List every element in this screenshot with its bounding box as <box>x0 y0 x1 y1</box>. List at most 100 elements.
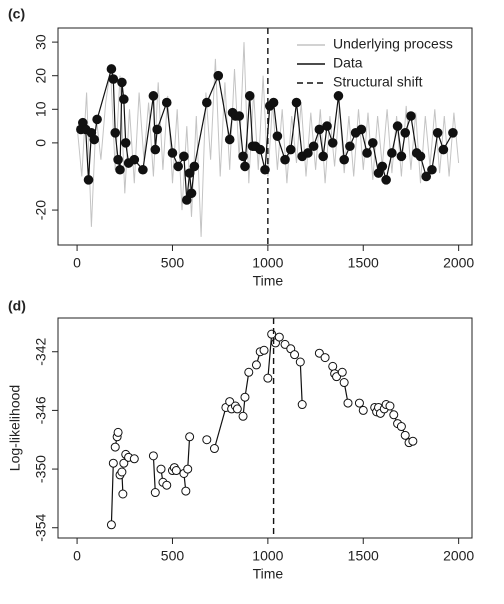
panel-label: (c) <box>8 6 25 22</box>
data-point <box>438 144 449 155</box>
y-tick-label: -350 <box>33 455 49 483</box>
x-tick-label: 500 <box>161 548 185 564</box>
data-point <box>377 161 388 172</box>
data-point <box>224 134 235 145</box>
data-point <box>106 64 117 74</box>
data-point <box>345 141 355 152</box>
y-tick-label: 20 <box>33 68 49 84</box>
series-line <box>76 42 460 237</box>
data-point <box>202 97 212 108</box>
data-point <box>244 91 255 101</box>
data-point <box>290 350 300 360</box>
data-point <box>83 175 94 185</box>
x-tick-label: 1000 <box>252 255 283 271</box>
data-point <box>150 144 161 155</box>
data-point <box>367 138 378 148</box>
data-point <box>184 168 195 178</box>
y-tick-label: 30 <box>33 34 49 50</box>
data-point <box>396 151 407 162</box>
x-tick-label: 0 <box>73 548 81 564</box>
data-point <box>328 361 338 371</box>
data-point <box>295 357 305 367</box>
y-tick-label: 0 <box>33 139 49 147</box>
data-point <box>333 91 344 101</box>
data-point <box>339 378 349 388</box>
data-point <box>308 141 319 152</box>
x-tick-label: 0 <box>73 255 81 271</box>
data-point <box>113 154 123 165</box>
data-point <box>358 405 368 415</box>
y-tick-label: -354 <box>33 514 49 542</box>
data-point <box>240 161 250 172</box>
data-point <box>119 94 129 105</box>
plot-frame <box>57 27 473 246</box>
data-point <box>318 151 328 162</box>
x-tick-label: 2000 <box>443 255 474 271</box>
data-point <box>354 398 364 408</box>
data-point <box>396 422 406 432</box>
data-point <box>280 154 290 165</box>
data-point <box>400 430 410 440</box>
panel-label: (d) <box>8 298 26 314</box>
data-point <box>387 148 397 158</box>
data-point <box>173 161 183 172</box>
data-point <box>408 436 418 446</box>
data-point <box>251 360 261 370</box>
data-point <box>268 97 279 108</box>
data-point <box>108 74 119 84</box>
data-point <box>272 131 283 141</box>
y-tick-label: 10 <box>33 101 49 117</box>
legend-label: Data <box>333 55 363 71</box>
x-tick-label: 1000 <box>252 548 283 564</box>
data-point <box>238 151 248 162</box>
data-point <box>415 151 426 162</box>
data-point <box>148 91 159 101</box>
x-tick-label: 2000 <box>443 548 474 564</box>
data-point <box>150 488 160 498</box>
data-point <box>303 148 313 158</box>
data-point <box>89 134 100 145</box>
data-point <box>337 367 347 377</box>
data-point <box>291 97 302 108</box>
data-point <box>213 70 224 81</box>
data-point <box>244 367 254 377</box>
x-axis-title: Time <box>253 273 284 289</box>
x-tick-label: 1500 <box>348 548 379 564</box>
data-point <box>392 121 403 131</box>
data-point <box>406 111 416 121</box>
data-point <box>240 392 250 402</box>
data-point <box>183 464 193 474</box>
data-point <box>362 148 372 158</box>
data-point <box>267 329 277 339</box>
x-tick-label: 1500 <box>348 255 379 271</box>
data-point <box>171 466 181 476</box>
data-point <box>110 442 120 452</box>
plot-frame <box>57 317 473 539</box>
x-axis-title: Time <box>253 566 284 582</box>
data-point <box>421 171 432 182</box>
data-point <box>117 467 127 477</box>
data-point <box>389 410 399 420</box>
data-point <box>108 458 118 468</box>
data-point <box>432 128 443 138</box>
data-point <box>119 458 129 468</box>
data-point <box>138 164 148 175</box>
data-point <box>117 77 127 88</box>
data-point <box>115 164 125 175</box>
data-point <box>381 175 391 185</box>
data-point <box>238 411 248 421</box>
data-point <box>234 111 245 121</box>
y-tick-label: -20 <box>33 200 49 220</box>
data-point <box>92 114 102 125</box>
data-point <box>129 154 140 165</box>
data-point <box>297 400 307 410</box>
data-point <box>259 345 269 355</box>
data-point <box>189 161 200 172</box>
data-point <box>327 138 338 148</box>
data-point <box>356 124 367 135</box>
data-point <box>118 489 128 499</box>
data-point <box>260 164 270 175</box>
data-point <box>179 151 189 162</box>
data-point <box>186 188 197 199</box>
